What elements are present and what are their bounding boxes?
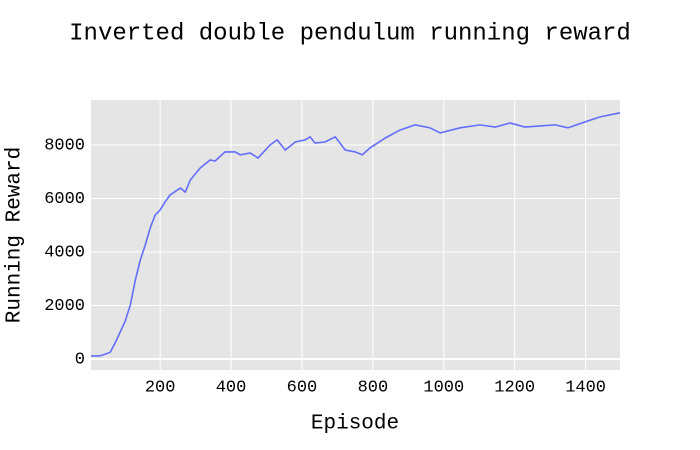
y-tick-label: 6000 — [44, 190, 85, 209]
x-tick-label: 400 — [216, 378, 247, 397]
data-line — [90, 112, 621, 357]
y-tick-label: 4000 — [44, 243, 85, 262]
y-axis-title: Running Reward — [4, 147, 27, 323]
x-tick-label: 800 — [358, 378, 389, 397]
plot-area — [91, 100, 620, 370]
x-tick-label: 200 — [145, 378, 176, 397]
y-tick-label: 8000 — [44, 136, 85, 155]
y-tick-label: 0 — [75, 351, 85, 370]
y-tick-label: 2000 — [44, 297, 85, 316]
x-tick-label: 1000 — [423, 378, 464, 397]
x-tick-label: 600 — [287, 378, 318, 397]
chart-title: Inverted double pendulum running reward — [69, 20, 631, 47]
x-tick-label: 1400 — [565, 378, 606, 397]
x-tick-label: 1200 — [494, 378, 535, 397]
x-axis-title: Episode — [311, 413, 399, 436]
